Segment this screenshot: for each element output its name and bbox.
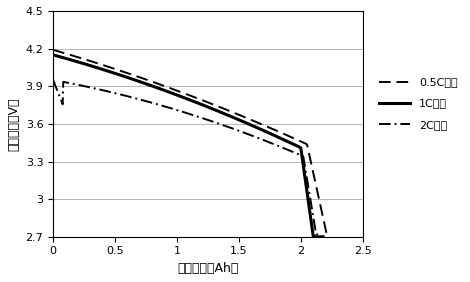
0.5C放电 bbox=[182, 92, 188, 95]
1C放电 bbox=[320, 235, 326, 239]
1C放电 bbox=[50, 53, 56, 57]
0.5C放电 bbox=[325, 235, 331, 239]
2C放电 bbox=[50, 78, 56, 82]
1C放电 bbox=[196, 102, 202, 105]
Line: 2C放电: 2C放电 bbox=[53, 80, 319, 234]
Y-axis label: 电池电压（V）: 电池电压（V） bbox=[7, 97, 20, 151]
1C放电 bbox=[179, 95, 184, 98]
2C放电 bbox=[268, 142, 274, 145]
2C放电 bbox=[310, 213, 316, 217]
2C放电 bbox=[195, 115, 200, 118]
2C放电 bbox=[313, 233, 319, 236]
0.5C放电 bbox=[275, 130, 281, 133]
0.5C放电 bbox=[50, 48, 56, 52]
0.5C放电 bbox=[214, 104, 219, 107]
0.5C放电 bbox=[325, 235, 330, 239]
X-axis label: 放电容量（Ah）: 放电容量（Ah） bbox=[177, 262, 239, 275]
1C放电 bbox=[180, 96, 186, 99]
0.5C放电 bbox=[319, 208, 324, 212]
2C放电 bbox=[209, 120, 214, 123]
1C放电 bbox=[272, 134, 277, 137]
0.5C放电 bbox=[181, 91, 187, 95]
2C放电 bbox=[178, 110, 184, 113]
1C放电 bbox=[211, 108, 217, 111]
2C放电 bbox=[316, 233, 322, 236]
1C放电 bbox=[314, 235, 320, 239]
Legend: 0.5C放电, 1C放电, 2C放电: 0.5C放电, 1C放电, 2C放电 bbox=[375, 73, 462, 134]
Line: 0.5C放电: 0.5C放电 bbox=[53, 50, 328, 237]
1C放电 bbox=[311, 235, 317, 239]
2C放电 bbox=[177, 109, 182, 113]
0.5C放电 bbox=[199, 98, 204, 102]
Line: 1C放电: 1C放电 bbox=[53, 55, 323, 237]
